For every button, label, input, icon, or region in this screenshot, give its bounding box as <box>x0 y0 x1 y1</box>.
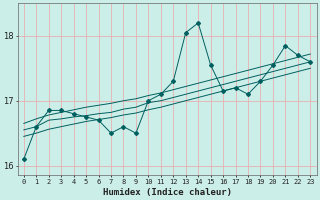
X-axis label: Humidex (Indice chaleur): Humidex (Indice chaleur) <box>102 188 232 197</box>
